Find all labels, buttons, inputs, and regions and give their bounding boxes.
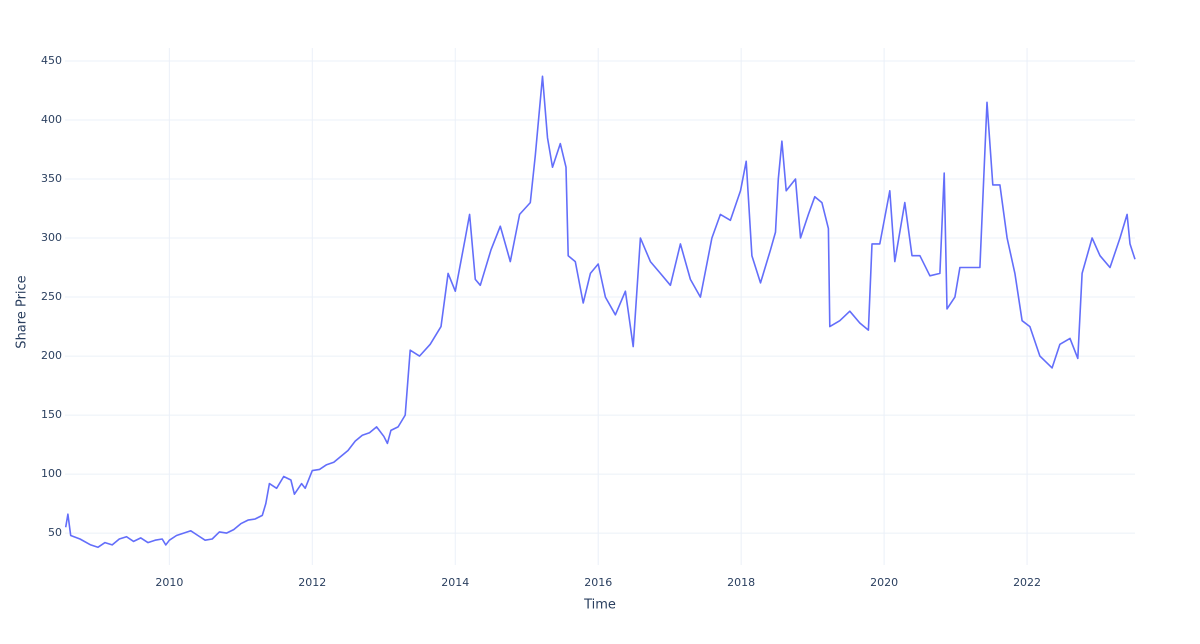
- x-tick-label: 2018: [727, 576, 755, 589]
- y-axis-title: Share Price: [15, 275, 30, 348]
- x-tick-label: 2020: [870, 576, 898, 589]
- x-tick-label: 2022: [1013, 576, 1041, 589]
- y-tick-label: 50: [48, 526, 62, 539]
- price-line: [64, 75, 1136, 549]
- y-tick-label: 150: [41, 408, 62, 421]
- y-tick-label: 300: [41, 231, 62, 244]
- x-tick-label: 2010: [155, 576, 183, 589]
- y-tick-label: 100: [41, 467, 62, 480]
- y-tick-label: 350: [41, 172, 62, 185]
- y-tick-label: 250: [41, 290, 62, 303]
- x-tick-label: 2012: [298, 576, 326, 589]
- x-axis-title: Time: [583, 598, 616, 613]
- x-tick-label: 2016: [584, 576, 612, 589]
- y-tick-label: 450: [41, 54, 62, 67]
- y-tick-label: 400: [41, 113, 62, 126]
- y-tick-label: 200: [41, 349, 62, 362]
- x-tick-label: 2014: [441, 576, 469, 589]
